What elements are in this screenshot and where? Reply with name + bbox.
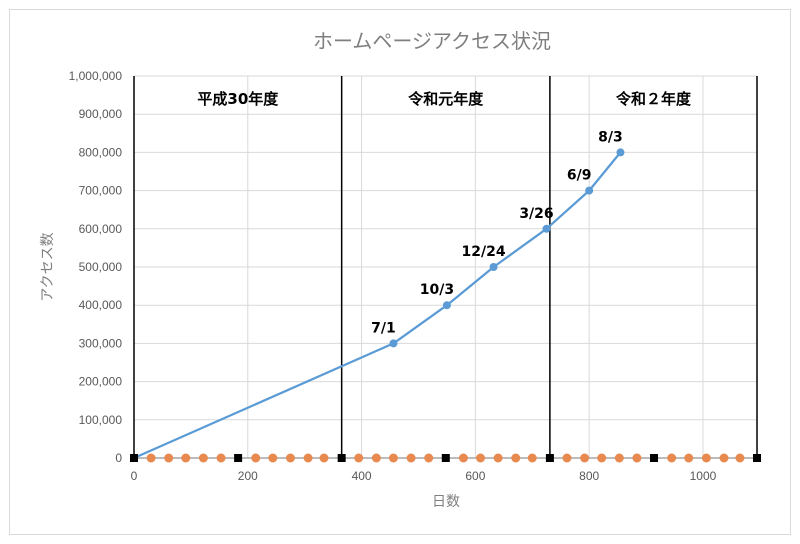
x-tick-label: 0 xyxy=(131,469,138,483)
half-year-marker xyxy=(441,454,450,462)
y-tick-label: 200,000 xyxy=(79,375,123,389)
labels: 平成30年度 令和元年度 令和２年度 7/1 10/3 12/24 3/26 6/9 8/3 xyxy=(197,90,692,336)
x-tick-label: 600 xyxy=(465,469,485,483)
month-marker xyxy=(562,453,572,463)
fiscal-year-label: 令和２年度 xyxy=(616,90,692,108)
y-tick-label: 700,000 xyxy=(79,184,123,198)
month-marker xyxy=(146,453,156,463)
half-year-marker xyxy=(753,454,761,462)
month-marker xyxy=(198,453,208,463)
date-label: 8/3 xyxy=(598,129,623,145)
y-axis-title: アクセス数 xyxy=(40,232,56,301)
month-marker xyxy=(527,453,537,463)
month-marker xyxy=(406,453,416,463)
month-marker xyxy=(701,453,711,463)
y-tick-label: 0 xyxy=(115,451,122,465)
month-marker xyxy=(319,453,329,463)
y-tick-label: 600,000 xyxy=(79,222,123,236)
y-tick-label: 1,000,000 xyxy=(69,69,123,83)
y-tick-label: 400,000 xyxy=(79,298,123,312)
month-marker xyxy=(597,453,607,463)
half-year-marker xyxy=(130,454,138,462)
fiscal-year-label: 平成30年度 xyxy=(197,90,279,108)
y-tick-label: 500,000 xyxy=(79,260,123,274)
month-marker xyxy=(251,453,261,463)
month-marker xyxy=(580,453,590,463)
month-marker xyxy=(458,453,468,463)
month-marker xyxy=(388,453,398,463)
month-marker xyxy=(164,453,174,463)
year-dividers xyxy=(133,76,758,458)
month-marker xyxy=(303,453,313,463)
half-year-marker xyxy=(545,454,554,462)
date-label: 10/3 xyxy=(420,282,454,298)
month-marker xyxy=(632,453,642,463)
month-marker xyxy=(181,453,191,463)
half-year-marker xyxy=(650,454,659,462)
access-point xyxy=(542,224,551,233)
month-marker xyxy=(511,453,521,463)
access-point xyxy=(489,263,498,271)
y-tick-label: 800,000 xyxy=(79,145,123,159)
month-marker xyxy=(424,453,434,463)
y-tick-label: 300,000 xyxy=(79,336,123,350)
month-marker xyxy=(475,453,485,463)
access-point xyxy=(389,339,398,348)
axes: 0 100,000 200,000 300,000 400,000 500,000 600,… xyxy=(69,69,757,483)
half-year-marker xyxy=(234,454,243,462)
chart-border xyxy=(9,9,791,535)
x-tick-label: 800 xyxy=(579,469,599,483)
x-tick-label: 400 xyxy=(352,469,372,483)
date-label: 12/24 xyxy=(462,244,506,260)
month-marker xyxy=(268,453,278,463)
access-point xyxy=(616,148,625,157)
y-tick-label: 900,000 xyxy=(79,107,123,121)
date-label: 7/1 xyxy=(371,320,396,336)
month-marker xyxy=(493,453,503,463)
fiscal-year-label: 令和元年度 xyxy=(408,90,484,108)
month-marker xyxy=(719,453,729,463)
month-marker xyxy=(684,453,694,463)
month-marker xyxy=(371,453,381,463)
month-marker xyxy=(667,453,677,463)
series xyxy=(130,148,761,463)
month-marker xyxy=(735,453,745,463)
x-axis-title: 日数 xyxy=(432,494,460,510)
x-tick-label: 200 xyxy=(238,469,258,483)
month-marker xyxy=(354,453,364,463)
x-tick-label: 1000 xyxy=(690,469,717,483)
half-year-marker xyxy=(337,454,346,462)
chart-title: ホームページアクセス状況 xyxy=(313,29,551,53)
access-point xyxy=(442,301,451,310)
date-label: 3/26 xyxy=(519,206,553,222)
month-marker xyxy=(216,453,226,463)
date-label: 6/9 xyxy=(567,168,592,184)
month-marker xyxy=(285,453,295,463)
access-point xyxy=(585,186,594,195)
month-marker xyxy=(614,453,624,463)
y-tick-label: 100,000 xyxy=(79,413,123,427)
